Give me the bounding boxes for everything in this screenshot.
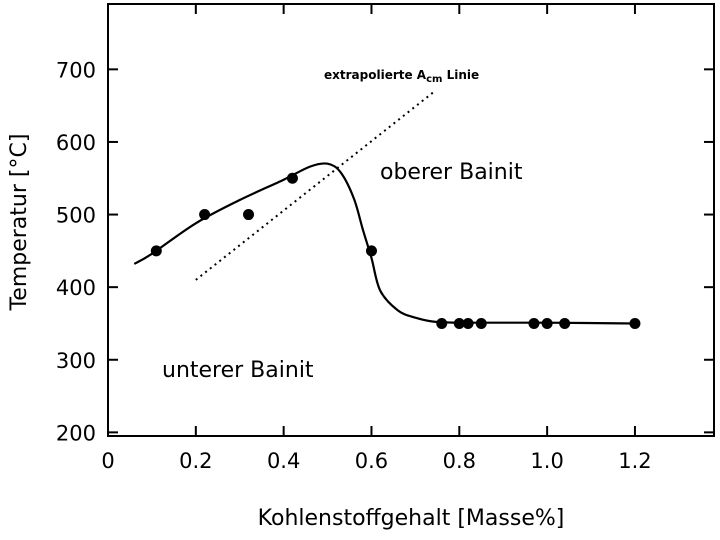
data-point: [150, 245, 162, 257]
data-point: [559, 317, 571, 329]
data-point: [453, 317, 465, 329]
data-point: [528, 317, 540, 329]
y-axis-title: Temperatur [°C]: [7, 134, 32, 312]
y-tick-label: 200: [56, 421, 96, 445]
lower-bainite-label: unterer Bainit: [162, 358, 314, 383]
y-tick-label: 500: [56, 204, 96, 228]
y-axis-tick-labels: 200 300 400 500 600 700: [56, 58, 96, 445]
x-tick-label: 0.2: [179, 449, 212, 473]
data-point: [286, 172, 298, 184]
extrapolated-acm-line: [195, 91, 434, 281]
data-points: [150, 172, 641, 329]
x-tick-label: 0.8: [443, 449, 476, 473]
data-point: [541, 317, 553, 329]
data-point: [475, 317, 487, 329]
y-tick-label: 300: [56, 349, 96, 373]
transition-curve: [133, 162, 636, 325]
x-axis-tick-labels: 0 0.2 0.4 0.6 0.8 1.0 1.2: [101, 449, 651, 473]
plot-frame: [107, 3, 715, 437]
x-tick-label: 1.0: [530, 449, 563, 473]
data-point: [436, 317, 448, 329]
y-axis-ticks: [108, 68, 714, 434]
y-tick-label: 600: [56, 131, 96, 155]
data-point: [243, 209, 255, 221]
extrapolated-label: extrapolierte Acm Linie: [324, 68, 479, 85]
data-point: [199, 209, 211, 221]
x-tick-label: 1.2: [618, 449, 651, 473]
upper-bainite-label: oberer Bainit: [380, 160, 523, 185]
data-point: [462, 317, 474, 329]
y-tick-label: 400: [56, 276, 96, 300]
x-tick-label: 0.6: [355, 449, 388, 473]
y-tick-label: 700: [56, 58, 96, 82]
x-axis-ticks: [107, 4, 636, 436]
x-axis-title: Kohlenstoffgehalt [Masse%]: [258, 506, 565, 531]
data-point: [629, 317, 641, 329]
data-point: [365, 245, 377, 257]
x-tick-label: 0.4: [267, 449, 300, 473]
x-tick-label: 0: [101, 449, 114, 473]
